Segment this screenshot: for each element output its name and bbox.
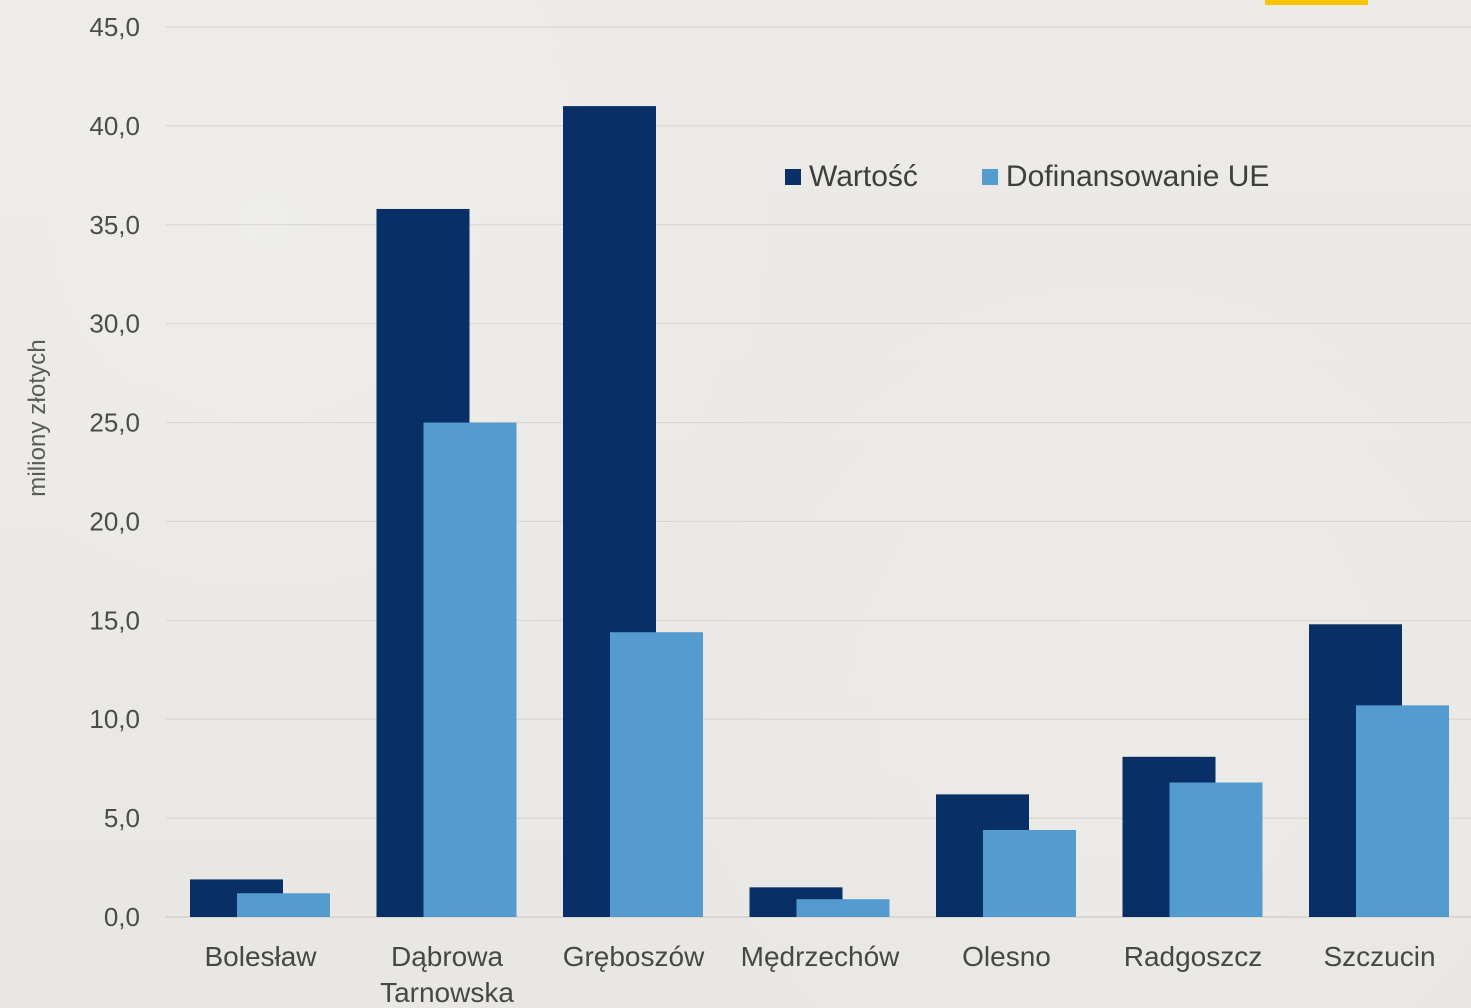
y-tick-label: 35,0 bbox=[89, 210, 140, 240]
legend-swatch-dofinansowanie bbox=[981, 169, 998, 185]
bars bbox=[190, 106, 1449, 918]
y-tick-label: 15,0 bbox=[89, 605, 140, 635]
x-tick-label: Mędrzechów bbox=[741, 941, 901, 972]
accent-bar bbox=[1265, 0, 1368, 5]
legend: Wartość Dofinansowanie UE bbox=[785, 160, 1269, 194]
y-axis-title: miliony złotych bbox=[24, 339, 51, 497]
bar-dofinansowanie bbox=[983, 829, 1076, 917]
y-axis-ticks: 0,0 5,0 10,0 15,0 20,0 25,0 30,0 35,0 40,0 45,0 bbox=[89, 12, 140, 932]
y-tick-label: 20,0 bbox=[89, 506, 140, 536]
legend-item-dofinansowanie: Dofinansowanie UE bbox=[981, 160, 1270, 194]
y-tick-label: 0,0 bbox=[104, 902, 140, 932]
x-tick-label: Dąbrowa Tarnowska bbox=[380, 941, 514, 1008]
x-tick-label: Bolesław bbox=[204, 941, 317, 972]
x-tick-label: Szczucin bbox=[1323, 941, 1435, 972]
legend-item-wartosc: Wartość bbox=[785, 160, 918, 194]
y-tick-label: 30,0 bbox=[89, 309, 140, 339]
bar-dofinansowanie bbox=[423, 422, 517, 917]
y-tick-label: 40,0 bbox=[89, 111, 140, 141]
bar-dofinansowanie bbox=[1356, 705, 1449, 917]
x-tick-label: Olesno bbox=[962, 941, 1051, 972]
bar-dofinansowanie bbox=[1169, 782, 1263, 917]
bar-dofinansowanie bbox=[796, 899, 890, 917]
y-tick-label: 10,0 bbox=[89, 704, 140, 734]
bar-dofinansowanie bbox=[610, 632, 703, 917]
legend-label-dofinansowanie: Dofinansowanie UE bbox=[1005, 160, 1270, 193]
bar-dofinansowanie bbox=[237, 893, 330, 917]
legend-swatch-wartosc bbox=[785, 169, 801, 185]
x-tick-label: Radgoszcz bbox=[1124, 941, 1263, 972]
y-tick-label: 45,0 bbox=[89, 12, 140, 42]
x-tick-label: Gręboszów bbox=[563, 941, 705, 972]
y-tick-label: 25,0 bbox=[89, 408, 140, 438]
y-tick-label: 5,0 bbox=[104, 803, 140, 833]
legend-label-wartosc: Wartość bbox=[809, 160, 918, 193]
